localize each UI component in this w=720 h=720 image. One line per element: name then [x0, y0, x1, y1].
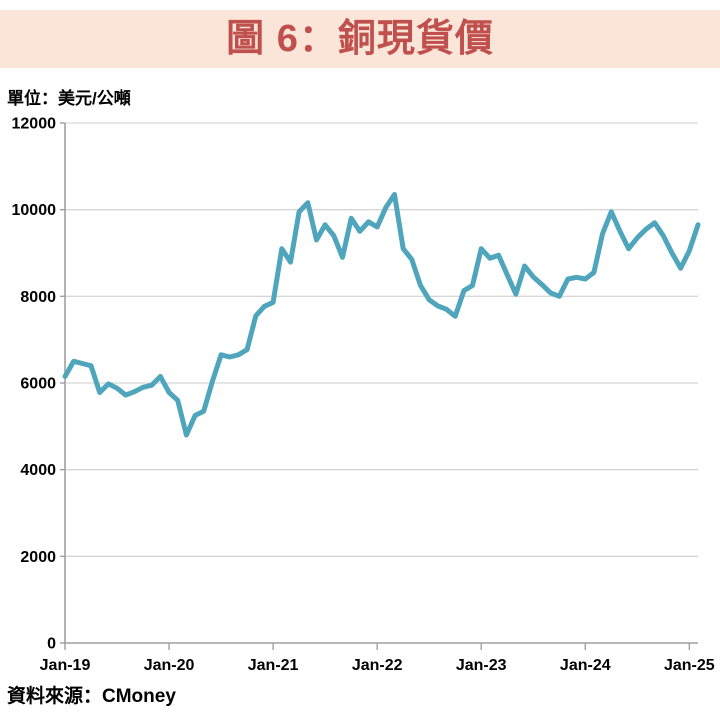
y-tick-label: 2000 [20, 549, 56, 566]
source-label: 資料來源：CMoney [7, 686, 176, 707]
x-axis-labels: Jan-19 Jan-20 Jan-21 Jan-22 Jan-23 Jan-24 Jan-… [40, 643, 715, 674]
x-tick-label: Jan-22 [352, 657, 403, 674]
y-tick-label: 12000 [12, 116, 57, 133]
figure-title-banner: 圖 6：銅現貨價 [0, 10, 720, 68]
x-tick-label: Jan-19 [40, 657, 91, 674]
y-tick-label: 0 [47, 636, 56, 653]
y-tick-label: 8000 [20, 289, 56, 306]
y-tick-label: 10000 [12, 202, 57, 219]
x-tick-label: Jan-21 [248, 657, 299, 674]
x-tick-label: Jan-25 [664, 657, 715, 674]
copper-price-series-line [62, 192, 701, 438]
unit-label: 單位：美元/公噸 [7, 89, 131, 108]
y-tick-label: 4000 [20, 462, 56, 479]
y-axis-labels: 0 2000 4000 6000 8000 10000 12000 [12, 116, 65, 653]
x-tick-label: Jan-20 [144, 657, 195, 674]
figure-title: 圖 6：銅現貨價 [226, 18, 494, 60]
x-tick-label: Jan-23 [456, 657, 507, 674]
gridlines [65, 122, 698, 557]
x-tick-label: Jan-24 [560, 657, 611, 674]
y-tick-label: 6000 [20, 376, 56, 393]
